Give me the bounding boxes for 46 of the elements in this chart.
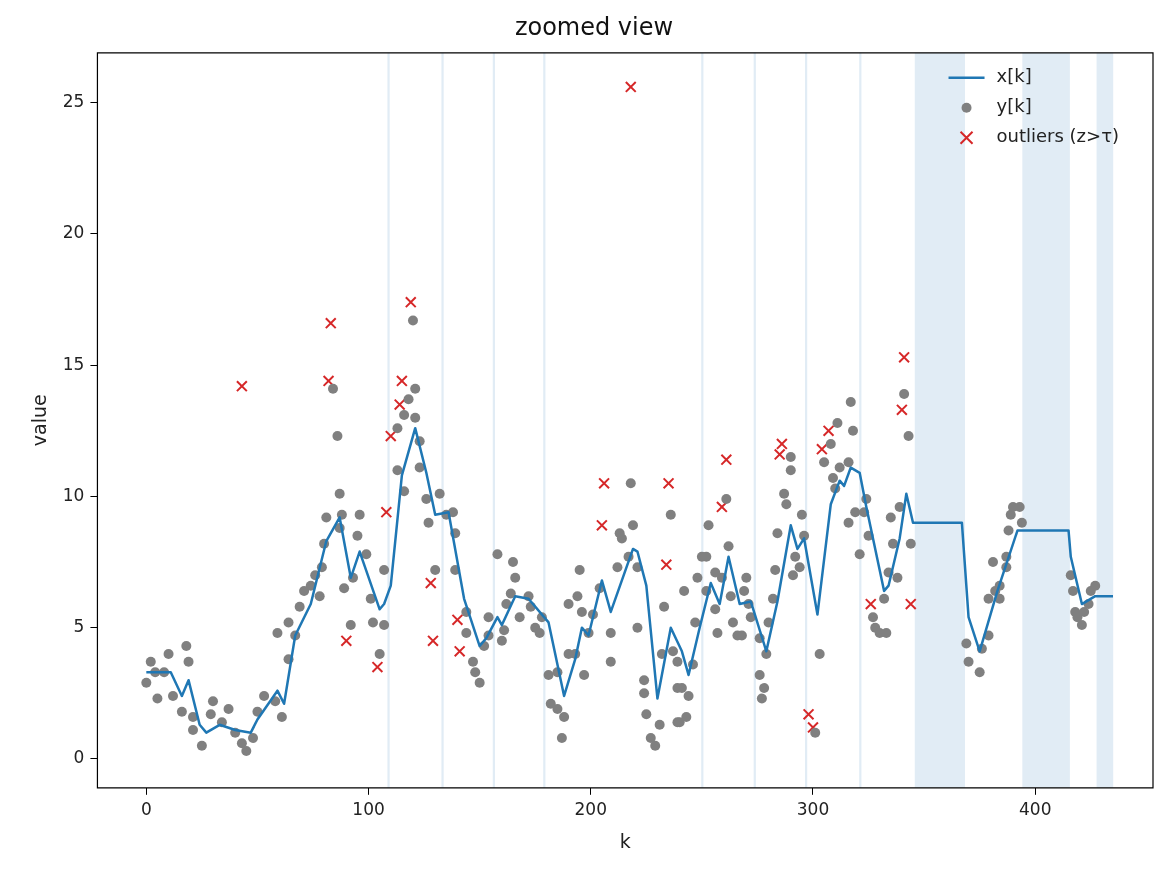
x-tick-label: 300	[796, 799, 830, 820]
y-tick-label: 5	[73, 616, 85, 637]
point	[424, 577, 437, 589]
point	[324, 317, 337, 330]
point	[904, 598, 917, 610]
point	[802, 708, 815, 721]
point	[340, 634, 353, 647]
point	[624, 80, 637, 93]
x-tick-label: 100	[352, 799, 385, 820]
point	[427, 634, 439, 647]
point	[393, 398, 406, 411]
point	[598, 477, 611, 490]
point	[404, 296, 417, 309]
point	[807, 721, 819, 734]
point	[453, 645, 466, 658]
chart-title: zoomed view	[514, 12, 674, 41]
legend-label: outliers (z>τ)	[996, 125, 1119, 147]
y-tick-label: 0	[73, 747, 85, 768]
point	[822, 424, 835, 437]
legend-label: y[k]	[996, 95, 1032, 117]
point	[815, 443, 828, 456]
point	[322, 374, 335, 387]
point	[235, 380, 248, 393]
y-axis-title: value	[28, 394, 51, 447]
point	[715, 500, 728, 513]
x-tick-label: 400	[1018, 799, 1052, 820]
point	[380, 506, 393, 519]
point	[384, 430, 397, 442]
point	[395, 374, 408, 387]
y-tick-label: 20	[62, 222, 85, 243]
x-axis-title: k	[619, 829, 631, 852]
point	[660, 558, 673, 571]
y-tick-label: 25	[62, 91, 85, 112]
legend-label: x[k]	[996, 65, 1032, 87]
x-tick-label: 0	[140, 799, 152, 820]
x-tick-label: 200	[574, 799, 607, 820]
point	[451, 613, 464, 626]
point	[898, 351, 911, 364]
y-tick-label: 10	[62, 484, 85, 505]
y-tick-label: 15	[62, 353, 85, 374]
point	[662, 477, 675, 490]
point	[720, 453, 733, 466]
point	[371, 661, 384, 673]
point	[895, 403, 908, 416]
point	[595, 519, 608, 532]
point	[864, 598, 877, 610]
